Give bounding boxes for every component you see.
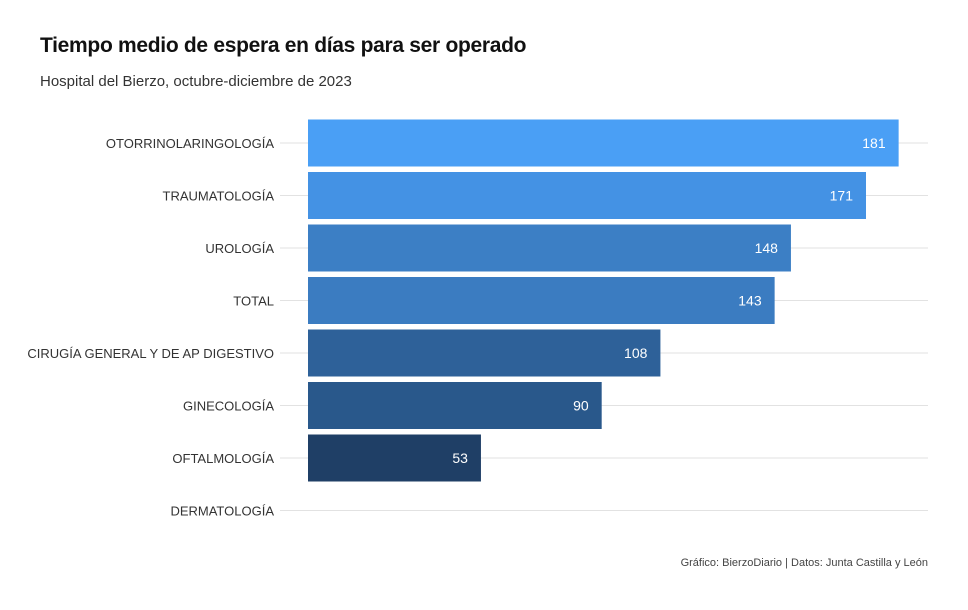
- category-label: TRAUMATOLOGÍA: [163, 189, 275, 204]
- category-label: DERMATOLOGÍA: [170, 504, 274, 519]
- chart-source: Gráfico: BierzoDiario | Datos: Junta Cas…: [680, 557, 928, 569]
- bar-value-label: 171: [830, 188, 854, 204]
- bar-value-label: 143: [738, 293, 762, 309]
- category-label: CIRUGÍA GENERAL Y DE AP DIGESTIVO: [27, 346, 274, 361]
- bar-value-label: 181: [862, 135, 886, 151]
- category-label: UROLOGÍA: [205, 241, 274, 256]
- bar-value-label: 90: [573, 398, 589, 414]
- chart-subtitle: Hospital del Bierzo, octubre-diciembre d…: [40, 73, 352, 90]
- bar: [308, 172, 866, 219]
- category-label: GINECOLOGÍA: [183, 399, 274, 414]
- bar-value-label: 148: [755, 240, 779, 256]
- bar: [308, 329, 661, 377]
- bar: [308, 277, 775, 324]
- bar: [308, 382, 602, 429]
- category-label: TOTAL: [233, 294, 274, 309]
- chart-title: Tiempo medio de espera en días para ser …: [40, 34, 527, 57]
- bar-value-label: 108: [624, 345, 648, 361]
- category-label: OFTALMOLOGÍA: [172, 451, 274, 466]
- category-label: OTORRINOLARINGOLOGÍA: [106, 136, 274, 151]
- bar: [308, 224, 791, 272]
- bar-value-label: 53: [452, 450, 468, 466]
- bar: [308, 434, 481, 482]
- bar: [308, 119, 899, 167]
